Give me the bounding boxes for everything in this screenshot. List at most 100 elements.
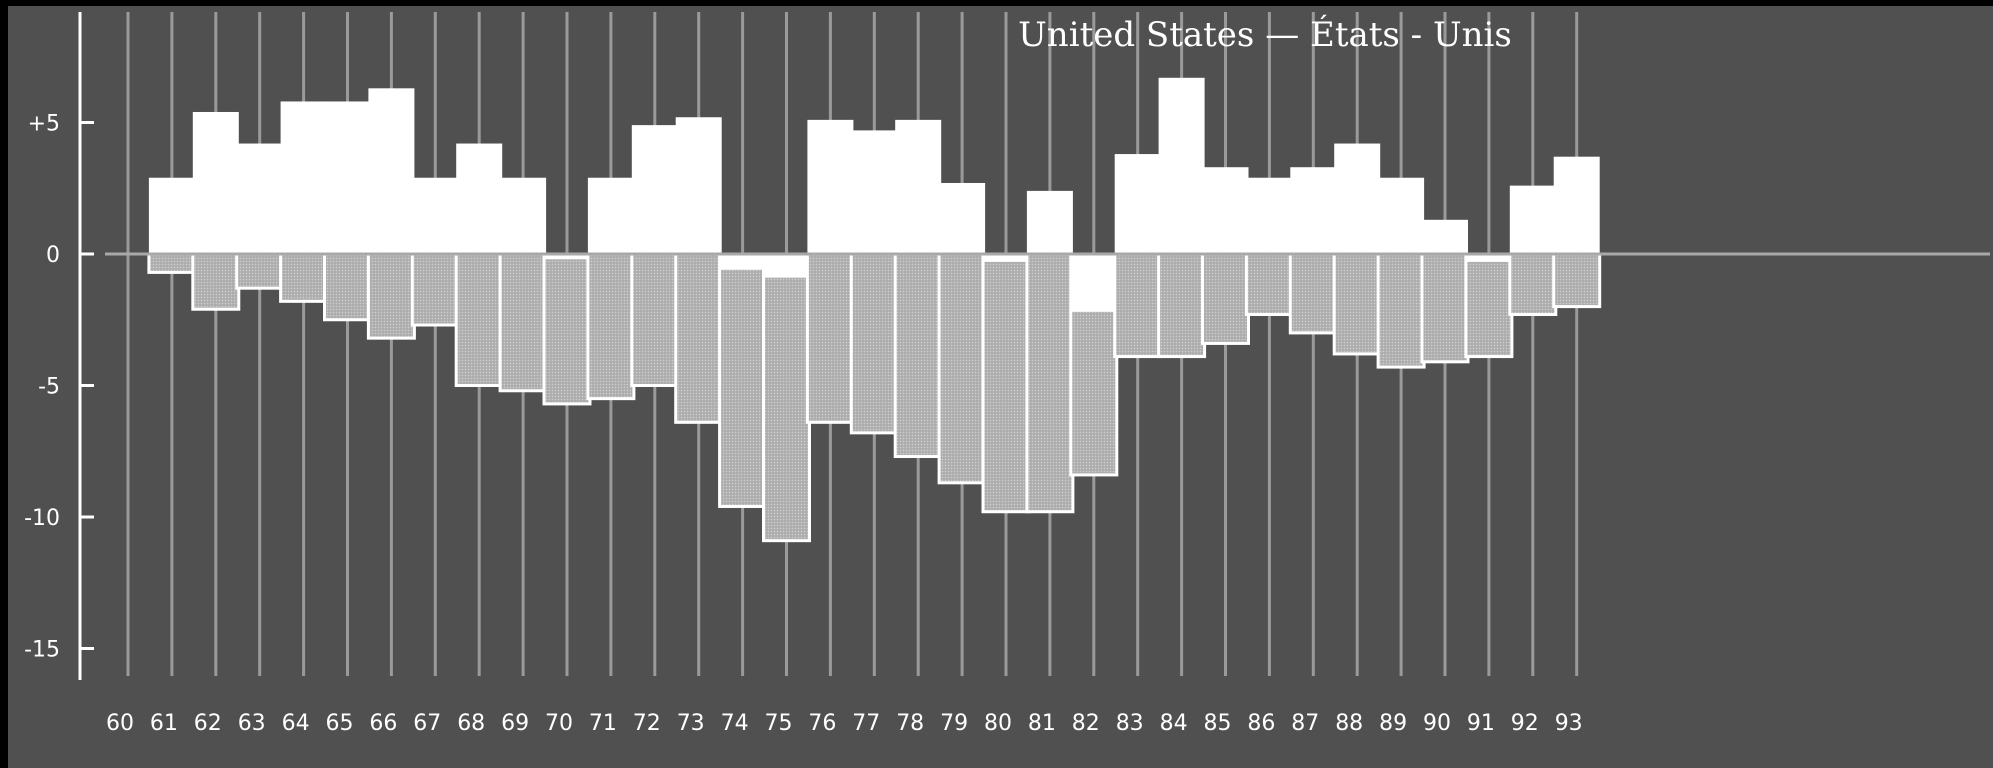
- bar-dotted-69: [498, 252, 548, 393]
- bar-solid-88: [1334, 143, 1381, 254]
- xtick-label-74: 74: [721, 711, 749, 736]
- xtick-label-76: 76: [808, 711, 836, 736]
- bar-solid-72: [631, 125, 678, 254]
- bar-dotted-70: [542, 252, 592, 406]
- bar-dotted-84: [1157, 252, 1207, 359]
- xtick-label-66: 66: [369, 711, 397, 736]
- bar-solid-81: [1026, 190, 1073, 254]
- bar-dotted-91: [1464, 252, 1514, 359]
- bar-dotted-83: [1113, 252, 1163, 359]
- xtick-label-87: 87: [1291, 711, 1319, 736]
- bar-solid-61: [148, 177, 195, 254]
- bar-solid-86: [1246, 177, 1293, 254]
- ytick-label: -5: [38, 375, 60, 400]
- xtick-label-61: 61: [150, 711, 178, 736]
- xtick-label-67: 67: [413, 711, 441, 736]
- bar-dotted-85: [1201, 252, 1250, 345]
- bar-solid-77: [851, 130, 898, 254]
- chart-title: United States — États - Unis: [1018, 14, 1512, 55]
- xtick-label-92: 92: [1511, 711, 1539, 736]
- ytick-label: 0: [46, 243, 60, 268]
- ytick-label: -10: [24, 506, 60, 531]
- xtick-label-69: 69: [501, 711, 529, 736]
- xtick-label-89: 89: [1379, 711, 1407, 736]
- xtick-label-60: 60: [106, 711, 134, 736]
- bar-solid-75: [763, 254, 810, 278]
- bar-dotted-67: [410, 252, 460, 327]
- bar-dotted-68: [454, 252, 504, 387]
- xtick-label-91: 91: [1467, 711, 1495, 736]
- bar-solid-90: [1422, 219, 1468, 254]
- bar-solid-70: [544, 254, 590, 260]
- bar-solid-69: [500, 177, 547, 254]
- bar-dotted-65: [323, 252, 372, 322]
- bar-solid-67: [412, 177, 459, 254]
- bar-solid-78: [895, 119, 942, 255]
- bar-solid-83: [1114, 154, 1161, 254]
- bar-solid-64: [280, 101, 327, 255]
- bar-dotted-90: [1420, 252, 1470, 364]
- bar-dotted-92: [1508, 252, 1558, 316]
- bar-dotted-63: [235, 252, 285, 290]
- xtick-label-62: 62: [194, 711, 222, 736]
- xtick-label-63: 63: [238, 711, 266, 736]
- bar-dotted-87: [1288, 252, 1338, 335]
- bar-solid-66: [368, 88, 415, 254]
- bar-dotted-81: [1025, 252, 1075, 514]
- bar-dotted-71: [586, 252, 636, 401]
- ytick-label: -15: [24, 638, 60, 663]
- y-axis-ticks: +5 0 -5 -10 -15: [24, 112, 94, 663]
- bar-dotted-77: [849, 252, 899, 435]
- bar-solid-63: [236, 143, 283, 254]
- xtick-label-79: 79: [940, 711, 968, 736]
- xtick-label-86: 86: [1247, 711, 1275, 736]
- bar-dotted-89: [1376, 252, 1426, 369]
- bar-dotted-76: [805, 252, 855, 424]
- bar-solid-92: [1509, 185, 1556, 254]
- bar-solid-80: [983, 254, 1029, 262]
- bar-solid-68: [456, 143, 503, 254]
- bar-dotted-80: [981, 252, 1031, 514]
- bar-dotted-66: [366, 252, 416, 340]
- xtick-label-81: 81: [1028, 711, 1056, 736]
- bar-dotted-93: [1552, 252, 1602, 309]
- xtick-label-80: 80: [984, 711, 1012, 736]
- bar-dotted-73: [674, 252, 724, 424]
- bar-solid-65: [324, 101, 371, 255]
- bar-solid-85: [1202, 167, 1249, 254]
- xtick-label-68: 68: [457, 711, 485, 736]
- bar-dotted-86: [1244, 252, 1294, 316]
- bar-solid-71: [587, 177, 634, 254]
- bar-solid-91: [1465, 254, 1512, 262]
- xtick-label-73: 73: [677, 711, 705, 736]
- ytick-label: +5: [28, 112, 60, 137]
- xtick-label-70: 70: [545, 711, 573, 736]
- xtick-label-72: 72: [633, 711, 661, 736]
- bar-solid-76: [807, 119, 854, 255]
- xtick-label-64: 64: [282, 711, 310, 736]
- xtick-label-78: 78: [896, 711, 924, 736]
- bar-dotted-79: [937, 252, 987, 485]
- x-axis-ticks: 60 61 62 63 64 65 66 67 68 69 70 71 72 73 74 75 76 77 78 79…: [106, 711, 1583, 736]
- bar-solid-87: [1290, 167, 1337, 254]
- xtick-label-71: 71: [589, 711, 617, 736]
- xtick-label-93: 93: [1555, 711, 1583, 736]
- xtick-label-77: 77: [852, 711, 880, 736]
- xtick-label-85: 85: [1204, 711, 1232, 736]
- bar-solid-89: [1378, 177, 1425, 254]
- xtick-label-82: 82: [1072, 711, 1100, 736]
- bar-solid-62: [192, 111, 239, 254]
- bar-solid-79: [939, 182, 986, 254]
- bar-solid-82: [1070, 254, 1117, 312]
- xtick-label-84: 84: [1160, 711, 1188, 736]
- bar-dotted-72: [630, 252, 680, 387]
- bar-solid-74: [719, 254, 766, 270]
- bar-dotted-62: [191, 252, 241, 311]
- bar-solid-93: [1553, 156, 1600, 254]
- bar-dotted-78: [893, 252, 943, 459]
- bar-solid-84: [1158, 77, 1205, 254]
- xtick-label-88: 88: [1335, 711, 1363, 736]
- bars: [147, 77, 1602, 543]
